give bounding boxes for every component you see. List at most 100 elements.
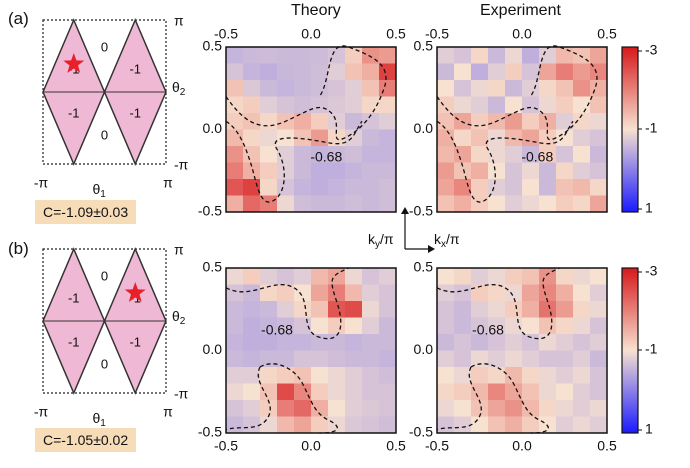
- label-negpi-right-a: -π: [174, 157, 189, 173]
- heatmap-cell-3-2-9: [590, 301, 608, 318]
- contour-line-1-1: [436, 120, 574, 203]
- heatmap-cell-1-5-7: [556, 129, 574, 147]
- heatmap-cell-1-3-4: [505, 96, 523, 114]
- heatmap-cell-2-2-6: [328, 301, 346, 318]
- heatmap-cell-1-0-2: [471, 47, 489, 64]
- heatmap-cell-0-9-5: [311, 195, 329, 213]
- label-theta2-a: θ2: [172, 79, 186, 98]
- heatmap-cell-1-6-3: [488, 146, 506, 163]
- label-negpi-right-b: -π: [174, 386, 189, 402]
- heatmap-cell-1-3-6: [539, 96, 557, 114]
- heatmap-cell-0-4-7: [345, 113, 363, 130]
- heatmap-cell-2-9-9: [379, 416, 397, 434]
- y-tick-0-1: 0.0: [203, 120, 223, 136]
- heatmap-cell-1-6-8: [573, 146, 591, 163]
- heatmap-cell-1-9-3: [488, 195, 506, 213]
- heatmap-cell-1-8-5: [522, 179, 540, 196]
- heatmap-cell-1-2-6: [539, 80, 557, 97]
- heatmap-cell-0-1-8: [362, 63, 380, 81]
- heatmap-cell-2-2-3: [277, 301, 295, 318]
- heatmap-cell-3-5-9: [590, 350, 608, 368]
- heatmap-cell-1-1-2: [471, 63, 489, 81]
- heatmap-cell-1-9-5: [522, 195, 540, 213]
- heatmap-cell-0-6-5: [311, 146, 329, 163]
- heatmap-cell-0-5-1: [243, 129, 261, 147]
- heatmap-cell-1-4-5: [522, 113, 540, 130]
- label-theta1-b: θ1: [93, 410, 107, 429]
- y-tick-2-2: -0.5: [198, 424, 222, 440]
- heatmap-cell-3-5-2: [471, 350, 489, 368]
- diagram-cell-b-5: 0: [101, 356, 108, 371]
- chern-number-b: C=-1.05±0.02: [35, 428, 137, 452]
- heatmap-cell-0-2-9: [379, 80, 397, 97]
- ky-arrow-icon: [401, 207, 409, 214]
- heatmap-cell-3-9-9: [590, 416, 608, 434]
- heatmap-cell-0-5-5: [311, 129, 329, 147]
- contour-line-1-0: [436, 45, 598, 141]
- heatmap-cell-0-5-9: [379, 129, 397, 147]
- heatmap-cell-1-2-4: [505, 80, 523, 97]
- heatmap-cell-0-7-4: [294, 162, 312, 180]
- heatmap-cell-3-3-0: [437, 317, 455, 335]
- heatmap-cell-1-7-1: [454, 162, 472, 180]
- heatmap-cell-1-2-1: [454, 80, 472, 97]
- heatmap-cell-2-8-5: [311, 400, 329, 417]
- heatmap-cell-0-1-7: [345, 63, 363, 81]
- colorbar-0: [621, 46, 639, 213]
- title-theory: Theory: [291, 2, 341, 19]
- x-tick-top-0-1: 0.0: [301, 26, 321, 42]
- heatmap-cell-0-4-9: [379, 113, 397, 130]
- heatmap-cell-2-7-0: [226, 383, 244, 401]
- heatmap-cell-3-5-5: [522, 350, 540, 368]
- heatmap-cell-2-8-8: [362, 400, 380, 417]
- heatmap-cell-3-6-1: [454, 367, 472, 384]
- label-pi-top-a: π: [174, 13, 184, 29]
- heatmap-cell-3-9-6: [539, 416, 557, 434]
- heatmap-cell-1-0-6: [539, 47, 557, 64]
- heatmap-cell-2-0-8: [362, 268, 380, 285]
- heatmap-cell-3-8-1: [454, 400, 472, 417]
- heatmap-cell-1-9-4: [505, 195, 523, 213]
- colorbar-tick-0-1: -1: [645, 120, 658, 136]
- heatmap-cell-2-4-4: [294, 334, 312, 351]
- heatmap-cell-0-3-4: [294, 96, 312, 114]
- heatmap-cell-3-4-2: [471, 334, 489, 351]
- heatmap-cell-1-3-1: [454, 96, 472, 114]
- heatmap-cell-0-0-5: [311, 47, 329, 64]
- x-tick-bottom-3-1: 0.0: [512, 438, 532, 454]
- heatmap-cell-1-6-7: [556, 146, 574, 163]
- heatmap-cell-3-6-8: [573, 367, 591, 384]
- heatmap-cell-1-6-0: [437, 146, 455, 163]
- heatmap-cell-2-1-6: [328, 284, 346, 302]
- heatmap-cell-1-4-8: [573, 113, 591, 130]
- x-tick-top-1-1: 0.0: [512, 26, 532, 42]
- heatmap-cell-2-3-1: [243, 317, 261, 335]
- star-icon-a: [63, 53, 85, 73]
- heatmap-cell-0-1-4: [294, 63, 312, 81]
- contour-line-0-0: [225, 45, 387, 141]
- heatmap-cell-0-8-0: [226, 179, 244, 196]
- heatmap-cell-0-9-8: [362, 195, 380, 213]
- heatmap-cell-2-9-1: [243, 416, 261, 434]
- heatmap-cell-2-2-8: [362, 301, 380, 318]
- heatmap-cell-3-8-5: [522, 400, 540, 417]
- heatmap-cell-2-4-7: [345, 334, 363, 351]
- heatmap-cell-2-7-5: [311, 383, 329, 401]
- diagram-cell-a-1: -1: [68, 61, 80, 76]
- heatmap-cell-0-3-1: [243, 96, 261, 114]
- heatmap-cell-2-6-1: [243, 367, 261, 384]
- heatmap-cell-3-1-0: [437, 284, 455, 302]
- x-tick-bottom-2-0: -0.5: [214, 438, 238, 454]
- heatmap-cell-3-2-0: [437, 301, 455, 318]
- heatmap-cell-1-2-3: [488, 80, 506, 97]
- heatmap-cell-2-8-6: [328, 400, 346, 417]
- heatmap-cell-3-3-3: [488, 317, 506, 335]
- heatmap-cell-2-6-2: [260, 367, 278, 384]
- heatmap-cell-0-8-5: [311, 179, 329, 196]
- heatmap-cell-2-6-0: [226, 367, 244, 384]
- heatmap-cell-3-0-0: [437, 268, 455, 285]
- heatmap-cell-3-6-0: [437, 367, 455, 384]
- heatmap-cell-0-4-8: [362, 113, 380, 130]
